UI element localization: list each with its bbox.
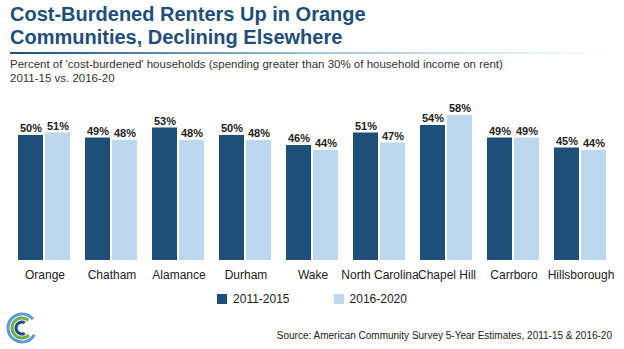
svg-text:50%: 50% (20, 122, 42, 134)
svg-text:Wake: Wake (298, 268, 329, 282)
svg-text:Hillsborough: Hillsborough (548, 268, 615, 282)
svg-text:48%: 48% (114, 127, 136, 139)
svg-text:44%: 44% (583, 137, 605, 149)
svg-text:46%: 46% (288, 132, 310, 144)
svg-text:50%: 50% (221, 122, 243, 134)
svg-text:49%: 49% (87, 125, 109, 137)
svg-text:45%: 45% (556, 135, 578, 147)
svg-text:51%: 51% (355, 120, 377, 132)
svg-text:54%: 54% (422, 112, 444, 124)
svg-text:48%: 48% (248, 127, 270, 139)
svg-text:North Carolina: North Carolina (341, 268, 419, 282)
svg-text:Durham: Durham (225, 268, 268, 282)
html-text:Percent of 'cost-burdened' hou: Percent of 'cost-burdened' households (s… (10, 58, 503, 84)
svg-text:48%: 48% (181, 127, 203, 139)
svg-text:Carrboro: Carrboro (490, 268, 538, 282)
svg-text:Chapel Hill: Chapel Hill (418, 268, 476, 282)
svg-text:58%: 58% (449, 102, 471, 114)
svg-text:Alamance: Alamance (152, 268, 206, 282)
svg-text:49%: 49% (516, 125, 538, 137)
svg-text:44%: 44% (315, 137, 337, 149)
html-text:2016-2020: 2016-2020 (349, 292, 407, 306)
html-text:2011-2015: 2011-2015 (233, 292, 290, 306)
svg-text:51%: 51% (47, 120, 69, 132)
html-text:Source: American Community Sur: Source: American Community Survey 5-Year… (276, 330, 612, 341)
svg-text:Orange: Orange (25, 268, 65, 282)
svg-text:Chatham: Chatham (88, 268, 137, 282)
svg-text:53%: 53% (154, 115, 176, 127)
svg-text:47%: 47% (382, 130, 404, 142)
html-text:Cost-Burdened Renters Up in Or: Cost-Burdened Renters Up in Orange Commu… (10, 3, 366, 48)
svg-text:49%: 49% (489, 125, 511, 137)
